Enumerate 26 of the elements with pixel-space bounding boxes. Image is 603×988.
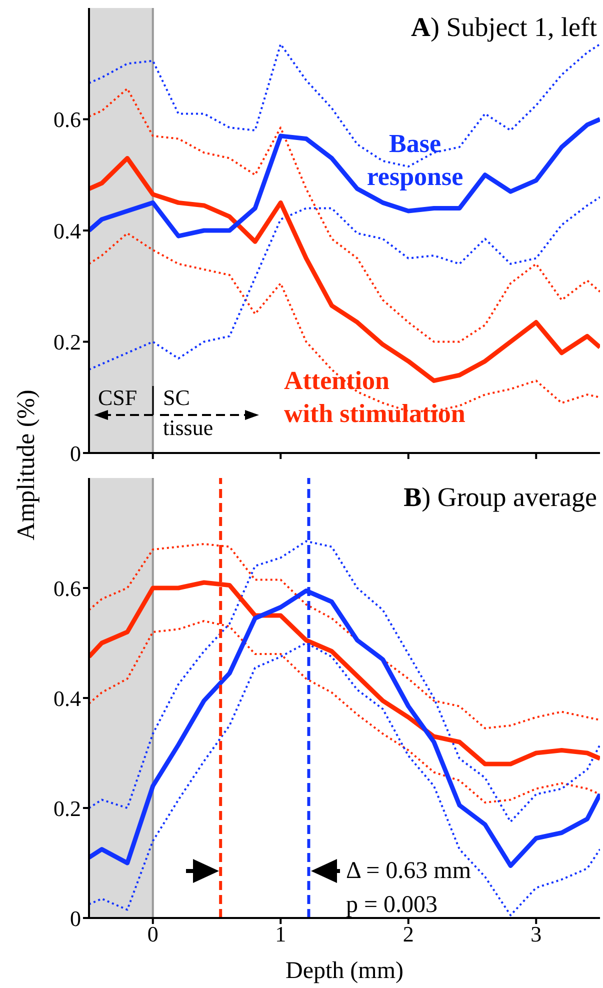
line-series: [89, 117, 600, 238]
annotation: CSF: [98, 384, 138, 412]
y-tick-label: 0: [70, 440, 81, 466]
line-series: [89, 43, 600, 168]
annotation: p = 0.003: [346, 891, 438, 919]
x-axis-title: Depth (mm): [286, 958, 404, 984]
line-series: [89, 88, 600, 343]
series-label: Base response: [366, 128, 464, 193]
y-tick-label: 0.4: [54, 686, 81, 711]
x-tick-label: 0: [147, 922, 158, 947]
y-tick-label: 0.6: [54, 107, 81, 132]
y-tick-label: 0.2: [54, 330, 81, 355]
annotation: Δ = 0.63 mm: [346, 857, 471, 885]
y-tick-label: 0.6: [54, 576, 81, 601]
x-tick-label: 2: [402, 922, 414, 947]
y-tick-label: 0.4: [54, 218, 81, 244]
x-tick-label: 3: [530, 922, 542, 947]
x-tick-label: 1: [275, 922, 286, 947]
annotation: SC tissue: [163, 384, 214, 442]
series-label: Attention with stimulation: [284, 365, 466, 430]
chart-title: A) Subject 1, left: [411, 12, 597, 43]
y-tick-label: 0: [70, 906, 81, 931]
y-axis-title: Amplitude (%): [13, 390, 41, 540]
line-series: [89, 196, 600, 371]
chart-title: B) Group average: [404, 482, 597, 513]
y-tick-label: 0.2: [54, 796, 81, 821]
